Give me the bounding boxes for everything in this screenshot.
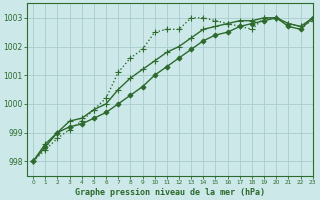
X-axis label: Graphe pression niveau de la mer (hPa): Graphe pression niveau de la mer (hPa) [75,188,265,197]
